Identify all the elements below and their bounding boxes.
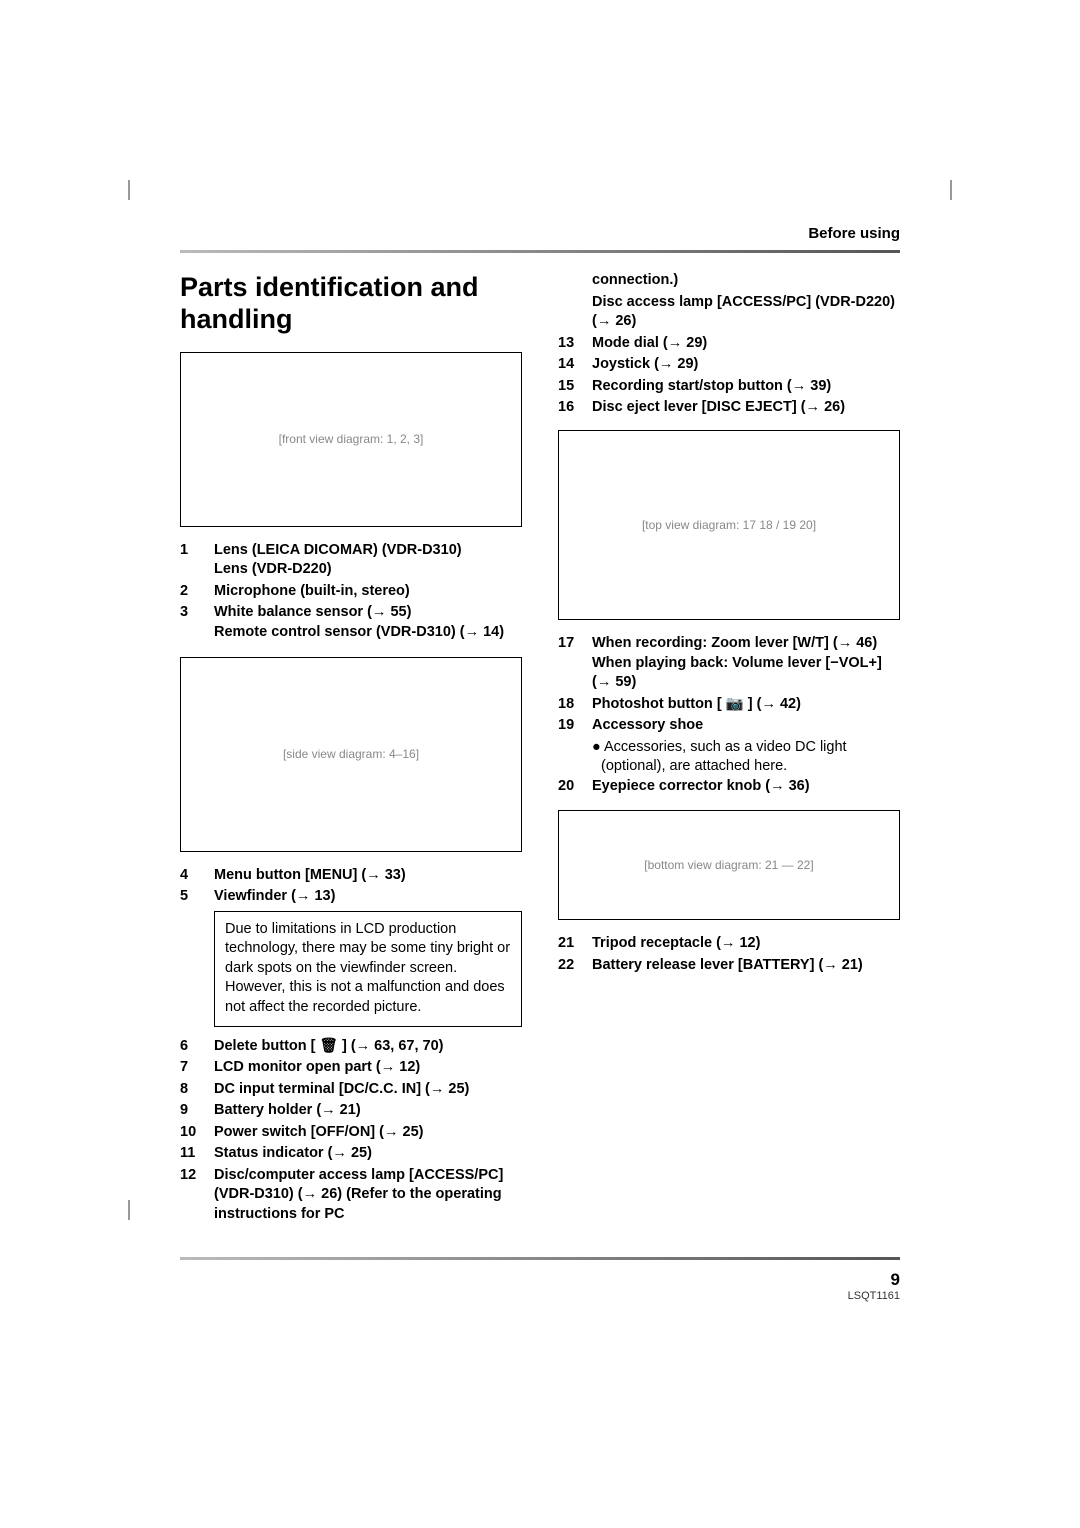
item-number: 5 xyxy=(180,887,214,907)
item-number: 18 xyxy=(558,695,592,715)
list-13-16: 13Mode dial (→ 29)14Joystick (→ 29)15Rec… xyxy=(558,334,900,418)
item-number: 15 xyxy=(558,377,592,397)
list-6-12: 6Delete button [ 🗑 ] (→ 63, 67, 70)7LCD … xyxy=(180,1037,522,1225)
item-number: 12 xyxy=(180,1166,214,1225)
item-number: 8 xyxy=(180,1080,214,1100)
item-text: Menu button [MENU] (→ 33) xyxy=(214,866,522,886)
item-text: When recording: Zoom lever [W/T] (→ 46)W… xyxy=(592,634,900,693)
list-item: 10Power switch [OFF/ON] (→ 25) xyxy=(180,1123,522,1143)
list-1-3: 1Lens (LEICA DICOMAR) (VDR-D310)Lens (VD… xyxy=(180,541,522,643)
item-text: Disc eject lever [DISC EJECT] (→ 26) xyxy=(592,398,900,418)
item-text: Accessory shoe xyxy=(592,716,900,736)
item-number: 16 xyxy=(558,398,592,418)
item-text: White balance sensor (→ 55)Remote contro… xyxy=(214,603,522,642)
list-item: 3White balance sensor (→ 55)Remote contr… xyxy=(180,603,522,642)
right-column: connection.)Disc access lamp [ACCESS/PC]… xyxy=(558,271,900,1227)
list-item: 17When recording: Zoom lever [W/T] (→ 46… xyxy=(558,634,900,693)
item-text: Lens (LEICA DICOMAR) (VDR-D310)Lens (VDR… xyxy=(214,541,522,580)
left-column: Parts identification and handling [front… xyxy=(180,271,522,1227)
item-text: DC input terminal [DC/C.C. IN] (→ 25) xyxy=(214,1080,522,1100)
item-number: 22 xyxy=(558,956,592,976)
item-number: 13 xyxy=(558,334,592,354)
item-number: 4 xyxy=(180,866,214,886)
item-number: 9 xyxy=(180,1101,214,1121)
item-text: Tripod receptacle (→ 12) xyxy=(592,934,900,954)
item-text: Status indicator (→ 25) xyxy=(214,1144,522,1164)
continuation-text: Disc access lamp [ACCESS/PC] (VDR-D220) … xyxy=(592,293,900,332)
section-header: Before using xyxy=(180,225,900,242)
list-20: 20Eyepiece corrector knob (→ 36) xyxy=(558,777,900,797)
divider-bottom xyxy=(180,1257,900,1260)
item-number: 7 xyxy=(180,1058,214,1078)
list-item: 13Mode dial (→ 29) xyxy=(558,334,900,354)
item-text: Power switch [OFF/ON] (→ 25) xyxy=(214,1123,522,1143)
item-text: Joystick (→ 29) xyxy=(592,355,900,375)
list-item: 2Microphone (built-in, stereo) xyxy=(180,582,522,602)
item-number: 19 xyxy=(558,716,592,736)
item-text: Disc/computer access lamp [ACCESS/PC] (V… xyxy=(214,1166,522,1225)
list-17-19: 17When recording: Zoom lever [W/T] (→ 46… xyxy=(558,634,900,736)
figure-3: [top view diagram: 17 18 / 19 20] xyxy=(558,430,900,620)
list-item: 7LCD monitor open part (→ 12) xyxy=(180,1058,522,1078)
continuation-text: connection.) xyxy=(592,271,900,291)
item-text: Recording start/stop button (→ 39) xyxy=(592,377,900,397)
list-item: 16Disc eject lever [DISC EJECT] (→ 26) xyxy=(558,398,900,418)
item-number: 20 xyxy=(558,777,592,797)
list-item: 1Lens (LEICA DICOMAR) (VDR-D310)Lens (VD… xyxy=(180,541,522,580)
accessory-sub: ● Accessories, such as a video DC light … xyxy=(592,738,900,777)
figure-1: [front view diagram: 1, 2, 3] xyxy=(180,352,522,527)
item-number: 1 xyxy=(180,541,214,580)
list-21-22: 21Tripod receptacle (→ 12)22Battery rele… xyxy=(558,934,900,975)
item-number: 2 xyxy=(180,582,214,602)
viewfinder-note: Due to limitations in LCD production tec… xyxy=(214,911,522,1027)
item-text: LCD monitor open part (→ 12) xyxy=(214,1058,522,1078)
list-item: 15Recording start/stop button (→ 39) xyxy=(558,377,900,397)
list-4-5: 4Menu button [MENU] (→ 33)5Viewfinder (→… xyxy=(180,866,522,907)
list-item: 11Status indicator (→ 25) xyxy=(180,1144,522,1164)
item-number: 14 xyxy=(558,355,592,375)
list-item: 14Joystick (→ 29) xyxy=(558,355,900,375)
list-item: 12Disc/computer access lamp [ACCESS/PC] … xyxy=(180,1166,522,1225)
page-title: Parts identification and handling xyxy=(180,271,522,336)
list-item: 18Photoshot button [ 📷 ] (→ 42) xyxy=(558,695,900,715)
figure-2: [side view diagram: 4–16] xyxy=(180,657,522,852)
item-text: Delete button [ 🗑 ] (→ 63, 67, 70) xyxy=(214,1037,522,1057)
list-item: 6Delete button [ 🗑 ] (→ 63, 67, 70) xyxy=(180,1037,522,1057)
list-item: 20Eyepiece corrector knob (→ 36) xyxy=(558,777,900,797)
page-content: Before using Parts identification and ha… xyxy=(180,225,900,1302)
item-number: 11 xyxy=(180,1144,214,1164)
list-item: 8DC input terminal [DC/C.C. IN] (→ 25) xyxy=(180,1080,522,1100)
item-number: 3 xyxy=(180,603,214,642)
figure-4: [bottom view diagram: 21 — 22] xyxy=(558,810,900,920)
item-text: Photoshot button [ 📷 ] (→ 42) xyxy=(592,695,900,715)
doc-id: LSQT1161 xyxy=(180,1290,900,1302)
item-number: 6 xyxy=(180,1037,214,1057)
item-text: Viewfinder (→ 13) xyxy=(214,887,522,907)
list-item: 5Viewfinder (→ 13) xyxy=(180,887,522,907)
list-item: 9Battery holder (→ 21) xyxy=(180,1101,522,1121)
item-number: 10 xyxy=(180,1123,214,1143)
page-number: 9 xyxy=(180,1270,900,1290)
list-item: 19Accessory shoe xyxy=(558,716,900,736)
divider-top xyxy=(180,250,900,253)
item-text: Eyepiece corrector knob (→ 36) xyxy=(592,777,900,797)
list-item: 22Battery release lever [BATTERY] (→ 21) xyxy=(558,956,900,976)
item-text: Battery release lever [BATTERY] (→ 21) xyxy=(592,956,900,976)
list-item: 21Tripod receptacle (→ 12) xyxy=(558,934,900,954)
item-text: Microphone (built-in, stereo) xyxy=(214,582,522,602)
item-number: 17 xyxy=(558,634,592,693)
item-text: Mode dial (→ 29) xyxy=(592,334,900,354)
item-text: Battery holder (→ 21) xyxy=(214,1101,522,1121)
list-item: 4Menu button [MENU] (→ 33) xyxy=(180,866,522,886)
item-number: 21 xyxy=(558,934,592,954)
